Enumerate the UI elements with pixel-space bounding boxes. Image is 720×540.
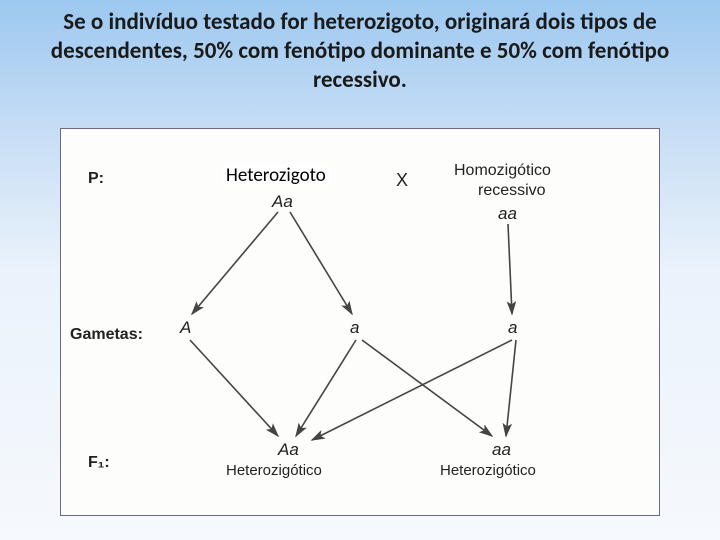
gamete-A: A (180, 318, 191, 338)
f1-right-label: Heterozigótico (440, 462, 536, 479)
cross-symbol: X (396, 170, 408, 191)
slide-title: Se o indivíduo testado for heterozigoto,… (0, 0, 720, 94)
parent-left-overlay: Heterozigoto (222, 164, 330, 187)
slide: Se o indivíduo testado for heterozigoto,… (0, 0, 720, 540)
label-gametas: Gametas: (70, 326, 143, 344)
parent-left-genotype: Aa (272, 192, 293, 212)
parent-right-label-top: Homozigótico (454, 162, 551, 180)
parent-right-label-sub: recessivo (478, 182, 546, 200)
label-p: P: (88, 170, 104, 188)
f1-left-label: Heterozigótico (226, 462, 322, 479)
diagram-box (60, 128, 660, 516)
parent-right-genotype: aa (498, 204, 517, 224)
f1-left-genotype: Aa (278, 440, 299, 460)
label-f1: F₁: (88, 454, 110, 472)
f1-right-genotype: aa (492, 440, 511, 460)
gamete-a1: a (350, 318, 359, 338)
gamete-a2: a (508, 318, 517, 338)
